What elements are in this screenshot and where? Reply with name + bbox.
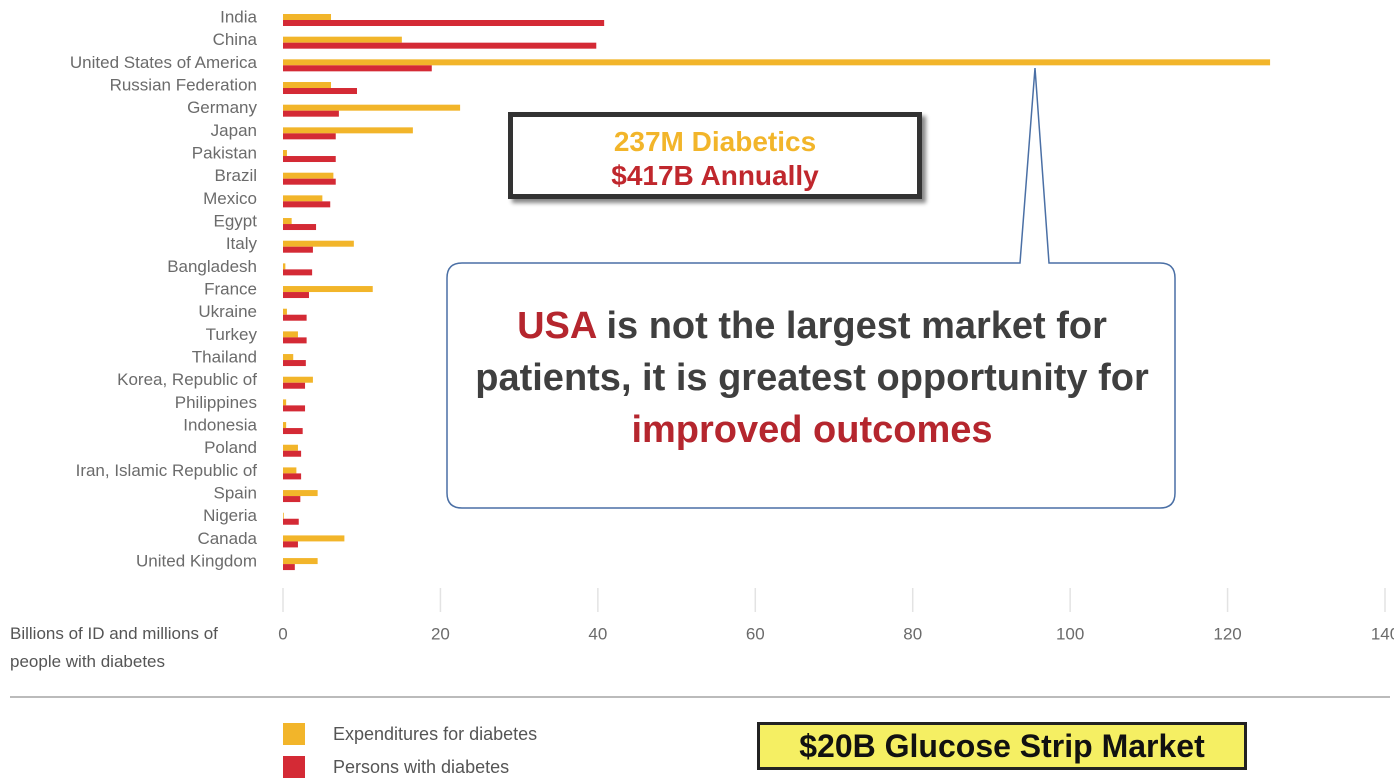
bar (283, 450, 302, 457)
x-tick-label: 100 (1056, 624, 1084, 643)
y-tick-label: Canada (197, 529, 257, 548)
bar (283, 473, 302, 480)
y-tick-label: Spain (214, 484, 257, 503)
x-tick-label: 0 (278, 624, 287, 643)
bar (283, 337, 307, 344)
bar (283, 422, 287, 429)
bar (283, 564, 295, 571)
y-tick-label: Indonesia (183, 416, 257, 435)
bar (283, 127, 413, 134)
bar (283, 496, 301, 503)
bar (283, 133, 336, 140)
y-tick-label: India (220, 7, 257, 26)
bar (283, 150, 287, 157)
y-tick-label: Korea, Republic of (117, 370, 257, 389)
y-tick-label: Brazil (214, 166, 257, 185)
legend-swatch (283, 756, 305, 778)
callout-segment: USA (517, 305, 596, 347)
x-tick-label: 40 (588, 624, 607, 643)
bar (283, 376, 313, 383)
bar (283, 314, 307, 321)
bar (283, 36, 402, 43)
strip-banner: $20B Glucose Strip Market (757, 722, 1247, 770)
bar (283, 178, 336, 185)
y-tick-label: Iran, Islamic Republic of (76, 461, 258, 480)
bar (283, 88, 357, 95)
y-tick-label: Nigeria (203, 506, 257, 525)
x-tick-label: 140 (1371, 624, 1394, 643)
y-tick-label: Egypt (214, 212, 258, 231)
annotation: 237M Diabetics (613, 126, 817, 157)
y-tick-label: United States of America (70, 53, 258, 72)
bar (283, 286, 373, 293)
bar (283, 292, 309, 299)
bar (283, 156, 336, 163)
x-tick-label: 120 (1213, 624, 1241, 643)
bar (283, 195, 323, 202)
bar (283, 405, 306, 412)
x-tick-label: 20 (431, 624, 450, 643)
bar (283, 240, 354, 247)
y-tick-label: Philippines (175, 393, 257, 412)
bar (283, 467, 297, 474)
bar (283, 65, 432, 72)
bar (283, 558, 318, 565)
callout-segment: improved outcomes (631, 409, 993, 451)
bar (283, 263, 286, 270)
bar (283, 218, 292, 225)
bar (283, 201, 331, 208)
y-tick-label: Thailand (192, 348, 257, 367)
bar (283, 354, 294, 361)
y-tick-label: Pakistan (192, 144, 257, 163)
bar (283, 360, 306, 367)
bar (283, 59, 1271, 66)
y-tick-label: Mexico (203, 189, 257, 208)
stat-box: 237M Diabetics $417B Annually (508, 112, 922, 199)
y-tick-label: Germany (187, 98, 257, 117)
bar (283, 399, 287, 406)
bar (283, 490, 318, 497)
bar (283, 246, 313, 253)
legend-label: Persons with diabetes (333, 757, 510, 777)
bar (283, 331, 298, 338)
x-tick-label: 80 (903, 624, 922, 643)
bar (283, 104, 461, 111)
x-tick-label: 60 (746, 624, 765, 643)
y-tick-label: Poland (204, 438, 257, 457)
legend-swatch (283, 723, 305, 745)
x-axis-label: Billions of ID and millions of people wi… (10, 624, 218, 671)
y-tick-label: France (204, 280, 257, 299)
bar (283, 110, 339, 117)
y-tick-label: Japan (211, 121, 257, 140)
callout-text: USA is not the largest market for patien… (452, 300, 1172, 456)
bar (283, 269, 313, 276)
y-tick-label: Turkey (206, 325, 258, 344)
annotation: $417B Annually (611, 160, 819, 191)
callout-bubble (446, 67, 1176, 509)
bar (283, 42, 597, 49)
bar (283, 308, 287, 315)
y-tick-label: United Kingdom (136, 552, 257, 571)
bar (283, 382, 306, 389)
bar (283, 224, 317, 231)
bar (283, 20, 605, 26)
legend-label: Expenditures for diabetes (333, 724, 538, 744)
bar (283, 512, 284, 519)
y-tick-label: Italy (226, 234, 258, 253)
y-tick-label: China (213, 30, 258, 49)
y-tick-label: Russian Federation (110, 75, 257, 94)
y-tick-label: Ukraine (198, 302, 257, 321)
bar (283, 172, 334, 179)
y-tick-label: Bangladesh (167, 257, 257, 276)
bar (283, 518, 299, 525)
bar (283, 82, 332, 89)
bar (283, 535, 345, 542)
bar (283, 444, 298, 451)
bar (283, 541, 298, 548)
bar (283, 428, 303, 435)
bar (283, 14, 332, 20)
callout-segment: is not the largest market for patients, … (475, 305, 1149, 399)
